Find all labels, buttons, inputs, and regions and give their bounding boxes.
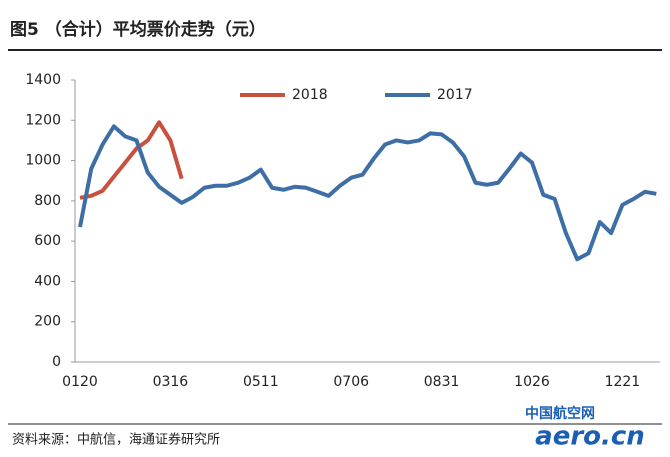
source: 资料来源：中航信，海通证券研究所 [12, 432, 220, 448]
y-tick-label: 1200 [25, 112, 61, 128]
y-tick-label: 1400 [25, 72, 61, 88]
line-series [79, 120, 184, 200]
x-tick-label: 1026 [514, 374, 550, 390]
legend-label: 2017 [437, 87, 473, 103]
y-tick-label: 600 [34, 233, 61, 249]
y-tick-label: 200 [34, 314, 61, 330]
y-tick-label: 1000 [25, 153, 61, 169]
x-tick-label: 0511 [243, 374, 279, 390]
watermark-en: aero.cn [535, 422, 645, 452]
y-tick-label: 800 [34, 193, 61, 209]
line-series [78, 124, 657, 262]
y-tick-label: 400 [34, 273, 61, 289]
x-tick-label: 0706 [333, 374, 369, 390]
x-tick-label: 1221 [605, 374, 641, 390]
x-tick-label: 0120 [62, 374, 98, 390]
y-tick-label: 0 [52, 354, 61, 370]
x-tick-label: 0316 [153, 374, 189, 390]
chart-title: 图5 （合计）平均票价走势（元） [10, 19, 266, 40]
watermark-cn: 中国航空网 [525, 405, 595, 422]
legend-label: 2018 [292, 87, 328, 103]
x-tick-label: 0831 [424, 374, 460, 390]
